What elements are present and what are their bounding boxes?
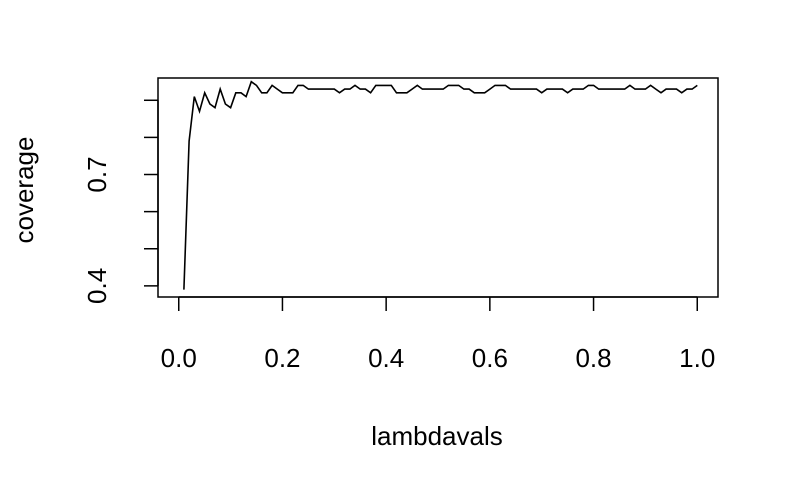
x-tick-label: 0.8 [575, 343, 611, 373]
series-line [183, 80, 698, 290]
plot-frame [157, 77, 719, 298]
x-tick-label: 1.0 [679, 343, 715, 373]
y-axis: 0.4 0.7 [82, 99, 159, 304]
x-tick-label: 0.6 [472, 343, 508, 373]
x-axis-label: lambdavals [371, 421, 503, 451]
x-tick-label: 0.2 [264, 343, 300, 373]
x-tick-label: 0.0 [161, 343, 197, 373]
x-axis: 0.0 0.2 0.4 0.6 0.8 1.0 [161, 296, 715, 373]
y-tick-label: 0.7 [82, 156, 112, 192]
y-tick-label: 0.4 [82, 268, 112, 304]
plot-area [157, 77, 719, 298]
x-tick-label: 0.4 [368, 343, 404, 373]
y-axis-label: coverage [9, 137, 39, 244]
